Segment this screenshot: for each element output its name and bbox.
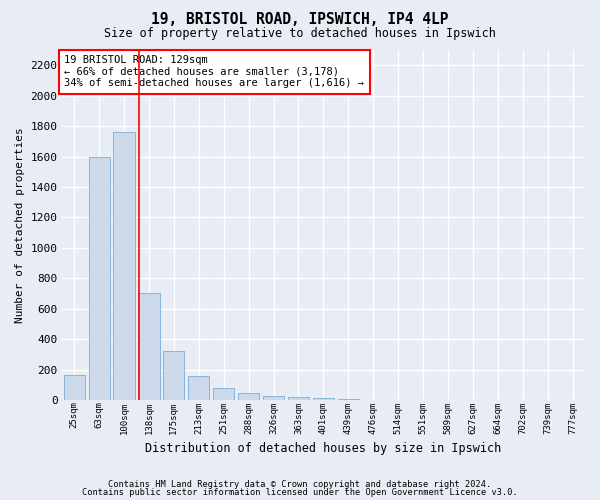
Text: Size of property relative to detached houses in Ipswich: Size of property relative to detached ho… [104, 28, 496, 40]
Bar [288, 397, 309, 400]
X-axis label: Distribution of detached houses by size in Ipswich: Distribution of detached houses by size … [145, 442, 502, 455]
Text: 19 BRISTOL ROAD: 129sqm
← 66% of detached houses are smaller (3,178)
34% of semi: 19 BRISTOL ROAD: 129sqm ← 66% of detache… [64, 56, 364, 88]
Bar [313, 398, 334, 400]
Bar [89, 158, 110, 400]
Bar [238, 393, 259, 400]
Bar [213, 388, 234, 400]
Text: Contains public sector information licensed under the Open Government Licence v3: Contains public sector information licen… [82, 488, 518, 497]
Bar [338, 398, 359, 400]
Bar [163, 352, 184, 400]
Bar [188, 376, 209, 400]
Bar [263, 396, 284, 400]
Bar [64, 375, 85, 400]
Bar [139, 294, 160, 400]
Text: Contains HM Land Registry data © Crown copyright and database right 2024.: Contains HM Land Registry data © Crown c… [109, 480, 491, 489]
Text: 19, BRISTOL ROAD, IPSWICH, IP4 4LP: 19, BRISTOL ROAD, IPSWICH, IP4 4LP [151, 12, 449, 28]
Bar [113, 132, 134, 400]
Y-axis label: Number of detached properties: Number of detached properties [15, 127, 25, 323]
